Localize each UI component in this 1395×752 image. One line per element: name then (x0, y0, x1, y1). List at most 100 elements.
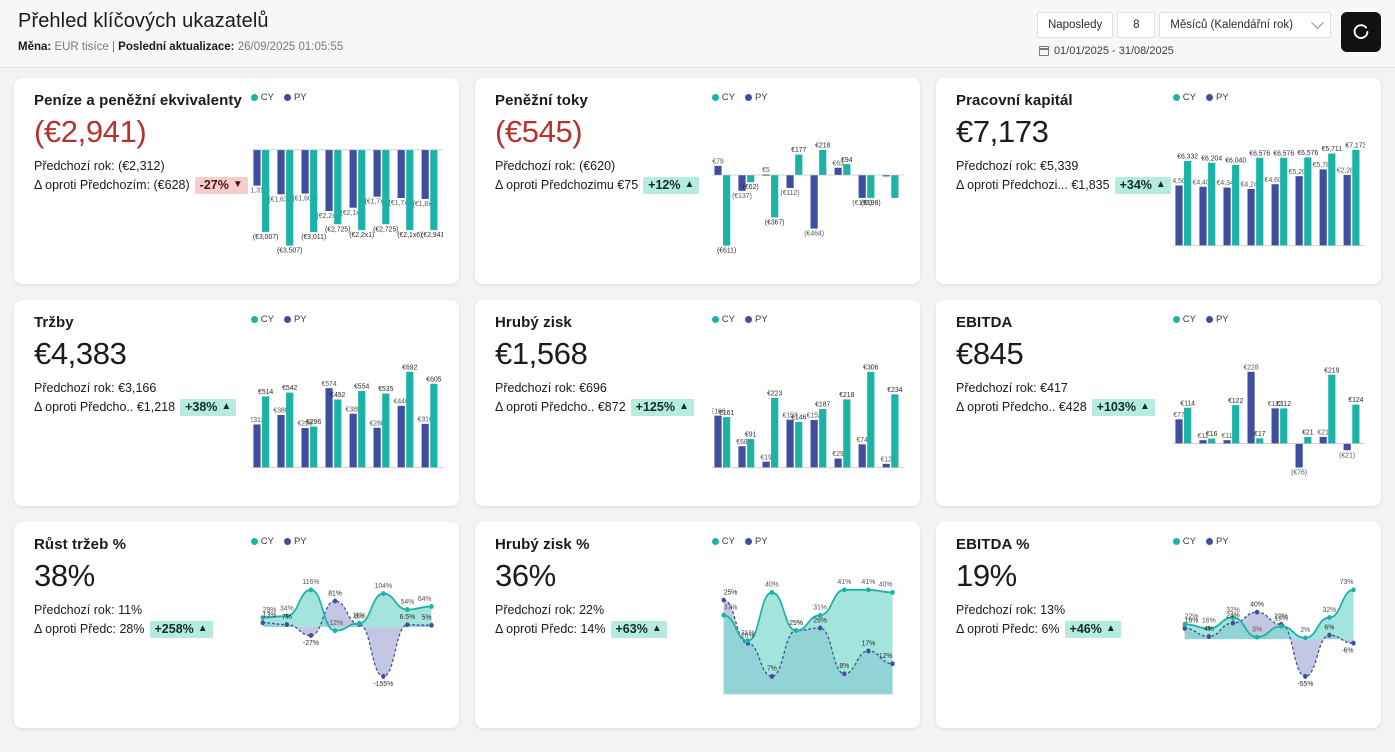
card-prior-year-ebitda: Předchozí rok: €417 (956, 380, 1068, 395)
chart-svg-revenue: €312 €514€380 €542 €286€296 €574 €492€389 €554… (250, 328, 443, 498)
filter-period-value: Měsíců (Kalendářní rok) (1170, 19, 1293, 31)
svg-text:€692: €692 (402, 362, 417, 372)
kpi-card-revenue[interactable]: Tržby €4,383 Předchozí rok: €3,166 Δ opr… (14, 300, 459, 506)
legend-item-py: PY (1205, 314, 1229, 325)
kpi-card-ebitda-pct[interactable]: EBITDA % 19% Předchozí rok: 13% Δ oproti… (936, 522, 1381, 728)
svg-text:€296: €296 (306, 417, 321, 427)
svg-text:-155%: -155% (373, 678, 393, 688)
filter-last-button[interactable]: Naposledy (1036, 12, 1114, 38)
legend-item-py: PY (1205, 92, 1229, 103)
svg-text:32%: 32% (1226, 604, 1240, 614)
card-prior-year-cashflow: Předchozí rok: (€620) (495, 158, 616, 173)
chart-legend-cashflow: CY PY (711, 92, 768, 103)
legend-item-cy: CY (250, 314, 274, 325)
card-chart-working-capital[interactable]: CY PY €4,504 €6,332 €4,404 €6,204 €4,340 €6,0… (1172, 92, 1365, 276)
chart-legend-revenue: CY PY (250, 314, 307, 325)
filter-count-input[interactable]: 8 (1117, 12, 1156, 38)
card-title-gross-profit-pct: Hrubý zisk % (495, 536, 590, 553)
updated-value: 26/09/2025 01:05:55 (237, 41, 344, 53)
card-chart-gross-profit[interactable]: CY PY €166€161€68€91€19€223€153€146€152€… (711, 314, 904, 498)
status-badge-gross-profit-pct: +63% ▲ (610, 620, 667, 638)
card-title-ebitda-pct: EBITDA % (956, 536, 1030, 553)
legend-item-py: PY (283, 92, 307, 103)
svg-text:(€2,2x1): (€2,2x1) (349, 230, 374, 240)
legend-dot-py-icon (283, 316, 291, 323)
svg-text:(€1,601): (€1,601) (292, 193, 317, 203)
svg-text:€389: €389 (345, 404, 360, 414)
svg-text:(€3,011): (€3,011) (301, 232, 326, 242)
svg-text:6%: 6% (1324, 622, 1334, 632)
svg-text:(€137): (€137) (732, 190, 752, 200)
svg-text:€492: €492 (330, 390, 345, 400)
svg-text:€68: €68 (736, 436, 747, 446)
card-title-ebitda: EBITDA (956, 314, 1013, 331)
kpi-card-cashflow[interactable]: Peněžní toky (€545) Předchozí rok: (€620… (475, 78, 920, 284)
kpi-card-gross-profit[interactable]: Hrubý zisk €1,568 Předchozí rok: €696 Δ … (475, 300, 920, 506)
card-kpi-value-cashflow: (€545) (495, 114, 583, 149)
chart-legend-ebitda: CY PY (1172, 314, 1229, 325)
refresh-button[interactable] (1341, 12, 1381, 52)
card-delta-gross-profit-pct: Δ oproti Předc: 14% +63% ▲ (495, 620, 712, 638)
svg-text:€152: €152 (806, 410, 821, 420)
svg-text:7%: 7% (282, 612, 292, 622)
kpi-card-grid: Peníze a peněžní ekvivalenty (€2,941) Př… (0, 68, 1395, 728)
svg-text:€228: €228 (1243, 362, 1258, 372)
triangle-up-icon: ▲ (1155, 178, 1166, 190)
card-chart-ebitda[interactable]: CY PY €77 €114 €11 €16 €11 €122 €228 €17 €112 €11… (1172, 314, 1365, 498)
status-badge-cashflow: +12% ▲ (643, 176, 700, 194)
card-chart-revenue[interactable]: CY PY €312€514€380€542€286€296€574€492€3… (250, 314, 443, 498)
kpi-card-cash[interactable]: Peníze a peněžní ekvivalenty (€2,941) Př… (14, 78, 459, 284)
svg-text:(€198): (€198) (852, 198, 872, 208)
svg-text:€29: €29 (832, 449, 843, 459)
svg-text:(€1,8x1): (€1,8x1) (412, 199, 437, 209)
legend-dot-cy-icon (250, 94, 258, 101)
svg-text:€74: €74 (856, 435, 867, 445)
svg-text:(€464): (€464) (804, 228, 824, 238)
kpi-card-working-capital[interactable]: Pracovní kapitál €7,173 Předchozí rok: €… (936, 78, 1381, 284)
card-kpi-value-revenue: €4,383 (34, 336, 127, 371)
status-badge-revenue: +38% ▲ (180, 398, 237, 416)
triangle-down-icon: ▼ (232, 178, 243, 190)
card-title-cash: Peníze a peněžní ekvivalenty (34, 92, 242, 109)
svg-text:6.5%: 6.5% (399, 612, 415, 622)
legend-item-py: PY (744, 314, 768, 325)
kpi-card-gross-profit-pct[interactable]: Hrubý zisk % 36% Předchozí rok: 22% Δ op… (475, 522, 920, 728)
card-prior-year-revenue-growth: Předchozí rok: 11% (34, 602, 143, 617)
svg-text:€6,576: €6,576 (1273, 148, 1294, 158)
card-prior-year-ebitda-pct: Předchozí rok: 13% (956, 602, 1066, 617)
svg-text:€77: €77 (1173, 410, 1184, 420)
svg-text:€4,600: €4,600 (1264, 174, 1285, 184)
kpi-card-ebitda[interactable]: EBITDA €845 Předchozí rok: €417 Δ oproti… (936, 300, 1381, 506)
status-badge-ebitda-pct: +46% ▲ (1064, 620, 1121, 638)
status-badge-revenue-growth: +258% ▲ (149, 620, 213, 638)
svg-text:€288: €288 (369, 418, 384, 428)
legend-dot-cy-icon (1172, 94, 1180, 101)
kpi-card-revenue-growth[interactable]: Růst tržeb % 38% Předchozí rok: 11% Δ op… (14, 522, 459, 728)
card-chart-cash[interactable]: CY PY (€1,312)(€3,007)(€1,631)(€3,507)(€… (250, 92, 443, 276)
svg-text:€4,240: €4,240 (1240, 179, 1261, 189)
svg-text:€574: €574 (321, 378, 336, 388)
card-kpi-value-revenue-growth: 38% (34, 558, 95, 593)
card-chart-cashflow[interactable]: CY PY €79 (€611) (€137) (€62) €5 (€367) (€112)… (711, 92, 904, 276)
subtitle-separator: | (111, 41, 115, 53)
card-chart-ebitda-pct[interactable]: CY PY 16% 4% 24% 40% 22% -55% 6% -6% 22% 16% 32% 3%… (1172, 536, 1365, 720)
card-chart-revenue-growth[interactable]: CY PY 13% 7% -27% 81% 8% -155% 6.5% 5% 29% 34% 116… (250, 536, 443, 720)
card-title-cashflow: Peněžní toky (495, 92, 588, 109)
chevron-down-icon (1311, 15, 1324, 29)
filter-period-select[interactable]: Měsíců (Kalendářní rok) (1159, 12, 1331, 38)
currency-value: EUR tisíce (54, 41, 109, 53)
card-title-gross-profit: Hrubý zisk (495, 314, 572, 331)
svg-text:17%: 17% (861, 638, 875, 648)
svg-text:13%: 13% (262, 610, 276, 620)
card-delta-ebitda: Δ oproti Předcho.. €428 +103% ▲ (956, 398, 1173, 416)
legend-item-cy: CY (250, 536, 274, 547)
header-controls: Naposledy 8 Měsíců (Kalendářní rok) 01/0… (1036, 12, 1381, 57)
card-chart-gross-profit-pct[interactable]: CY PY 25% 20% 7% 25% 26% 8% 17% 12% 37% 21% 40% 25%… (711, 536, 904, 720)
legend-dot-py-icon (1205, 538, 1213, 545)
triangle-up-icon: ▲ (651, 622, 662, 634)
card-prior-year-revenue: Předchozí rok: €3,166 (34, 380, 157, 395)
currency-label: Měna: (18, 41, 52, 53)
card-summary-revenue: Tržby €4,383 Předchozí rok: €3,166 Δ opr… (34, 314, 251, 498)
legend-item-cy: CY (1172, 92, 1196, 103)
svg-text:25%: 25% (789, 617, 803, 627)
